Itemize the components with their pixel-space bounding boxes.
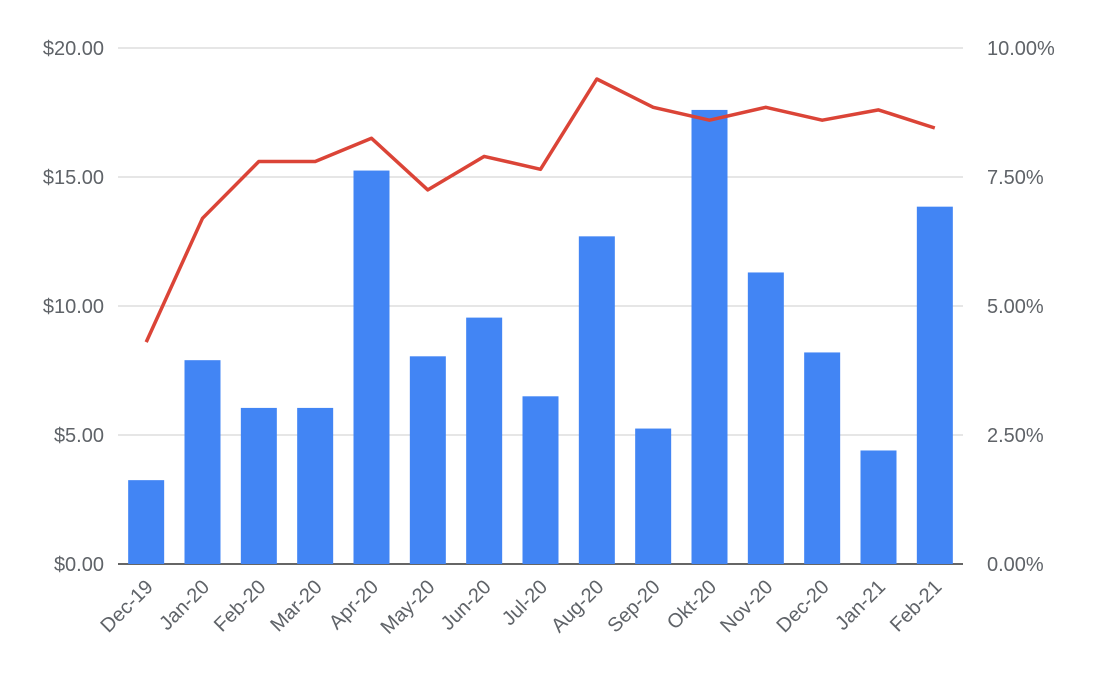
bar [916,206,953,565]
bar [353,170,390,565]
bar [635,428,672,564]
bar [747,272,784,564]
bar [804,352,841,564]
x-tick-label: Apr-20 [325,576,383,634]
line-path [144,77,936,343]
x-tick-label: May-20 [377,576,440,639]
bar [297,407,334,564]
right-axis-ticks: 0.00% 2.50% 5.00% 7.50% 10.00% [987,38,1055,576]
y2-tick-label: 7.50% [987,167,1044,189]
bar [691,109,728,565]
y2-tick-label: 2.50% [987,425,1044,447]
x-tick-label: Jun-20 [437,576,496,635]
y-tick-label: $10.00 [43,296,104,318]
y-tick-label: $5.00 [54,425,104,447]
left-axis-ticks: $0.00 $5.00 $10.00 $15.00 $20.00 [43,38,104,576]
y2-tick-label: 0.00% [987,554,1044,576]
x-tick-label: Feb-21 [886,576,946,636]
x-tick-label: Okt-20 [663,576,721,634]
x-tick-label: Jan-20 [155,576,214,635]
bar [240,407,277,564]
bar [578,236,615,564]
bar-series [128,109,953,565]
x-tick-label: Dec-20 [773,576,834,637]
x-tick-label: Jul-20 [498,576,552,630]
x-tick-label: Jan-21 [831,576,890,635]
x-tick-label: Nov-20 [716,576,777,637]
y-tick-label: $20.00 [43,38,104,60]
y-tick-label: $15.00 [43,167,104,189]
bar [409,356,446,564]
x-tick-label: Dec-19 [97,576,158,637]
x-tick-label: Feb-20 [210,576,270,636]
x-tick-label: Sep-20 [604,576,665,637]
bar [522,396,559,564]
y2-tick-label: 10.00% [987,38,1055,60]
bar [860,450,897,564]
y-tick-label: $0.00 [54,554,104,576]
x-axis-ticks: Dec-19Jan-20Feb-20Mar-20Apr-20May-20Jun-… [97,576,947,639]
x-tick-label: Aug-20 [547,576,608,637]
y2-tick-label: 5.00% [987,296,1044,318]
bar [466,317,503,564]
x-tick-label: Mar-20 [266,576,326,636]
bar [184,360,221,564]
bar [128,480,165,564]
line-series [144,77,936,343]
